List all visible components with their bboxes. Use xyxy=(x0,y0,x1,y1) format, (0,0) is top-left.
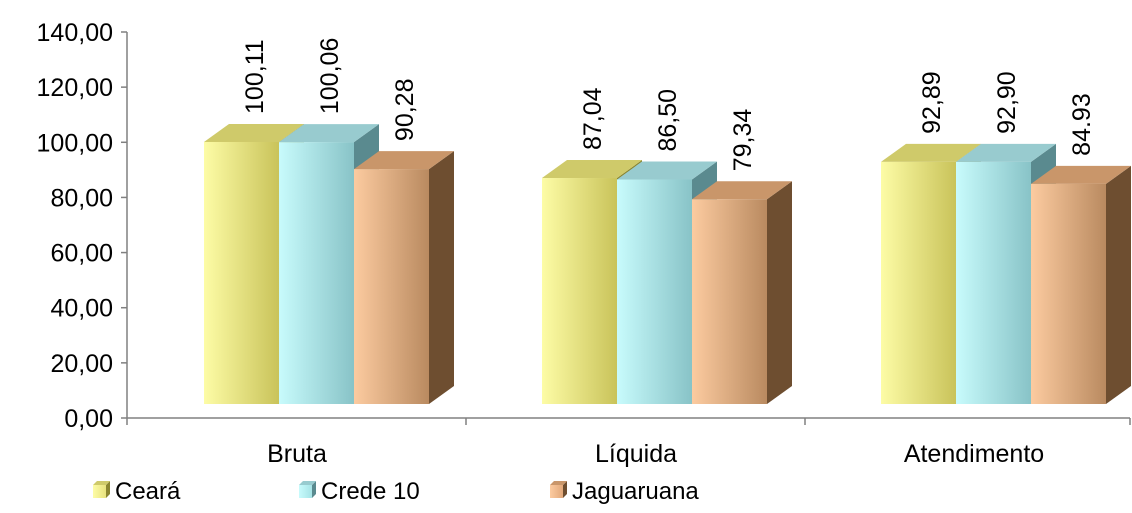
legend-swatch-top xyxy=(550,481,567,485)
bar-side-face xyxy=(767,181,792,404)
legend-label: Ceará xyxy=(115,478,181,505)
legend-item: Jaguaruana xyxy=(550,478,699,505)
x-category-label: Atendimento xyxy=(904,440,1044,468)
legend-item: Ceará xyxy=(93,478,181,505)
bar-top-face xyxy=(617,161,717,180)
bar xyxy=(354,151,454,404)
y-tick-label: 100,00 xyxy=(37,129,113,157)
legend-swatch-side xyxy=(563,481,567,498)
bar-front-face xyxy=(617,179,692,404)
axes: 0,00 20,00 40,00 60,00 80,00 100,00 120,00 140,… xyxy=(37,19,1131,468)
y-tick-label: 80,00 xyxy=(50,184,113,212)
bars xyxy=(204,123,1131,405)
legend-label: Jaguaruana xyxy=(572,478,699,505)
data-label: 86,50 xyxy=(654,89,682,152)
legend-item: Crede 10 xyxy=(299,478,420,505)
bar-side-face xyxy=(1106,165,1131,404)
legend-swatch-top xyxy=(299,481,316,485)
data-label: 79,34 xyxy=(729,109,757,172)
legend-swatch xyxy=(299,485,312,498)
bar-top-face xyxy=(354,151,454,170)
data-label: 92,90 xyxy=(993,71,1021,134)
y-tick-label: 140,00 xyxy=(37,19,113,47)
y-tick-label: 20,00 xyxy=(50,350,113,378)
bar-top-face xyxy=(279,124,379,143)
bar-top-face xyxy=(692,181,792,200)
x-category-label: Bruta xyxy=(267,440,327,468)
y-tick-label: 60,00 xyxy=(50,240,113,268)
y-tick-label: 0,00 xyxy=(64,405,113,433)
bar-front-face xyxy=(1031,183,1106,404)
bar-top-face xyxy=(542,160,642,179)
bar-side-face xyxy=(429,151,454,404)
legend-swatch xyxy=(93,485,106,498)
y-tick-label: 120,00 xyxy=(37,74,113,102)
bar-front-face xyxy=(692,199,767,404)
bar xyxy=(692,181,792,404)
bar-front-face xyxy=(279,142,354,404)
data-label: 92,89 xyxy=(918,71,946,134)
bar-top-face xyxy=(956,143,1056,162)
data-labels: 100,11 100,06 90,28 87,04 86,50 79,34 92,89 92,… xyxy=(241,38,1096,172)
bar-front-face xyxy=(956,161,1031,404)
bar-front-face xyxy=(881,161,956,404)
legend-swatch xyxy=(550,485,563,498)
legend-swatch-side xyxy=(312,481,316,498)
legend-swatch-side xyxy=(106,481,110,498)
data-label: 87,04 xyxy=(579,87,607,150)
data-label: 100,06 xyxy=(316,38,344,114)
data-label: 100,11 xyxy=(241,39,269,114)
bar-top-face xyxy=(204,123,304,142)
y-tick-label: 40,00 xyxy=(50,295,113,323)
bar-top-face xyxy=(1031,165,1131,184)
x-category-label: Líquida xyxy=(595,440,677,468)
bar-front-face xyxy=(354,169,429,404)
bar xyxy=(1031,165,1131,404)
data-label: 90,28 xyxy=(391,79,419,142)
legend-swatch-top xyxy=(93,481,110,485)
data-label: 84.93 xyxy=(1068,93,1096,156)
bar-front-face xyxy=(204,141,279,404)
bar-top-face xyxy=(881,143,981,162)
bar-front-face xyxy=(542,178,617,404)
legend-label: Crede 10 xyxy=(321,478,420,505)
legend: Ceará Crede 10 Jaguaruana xyxy=(93,478,699,505)
